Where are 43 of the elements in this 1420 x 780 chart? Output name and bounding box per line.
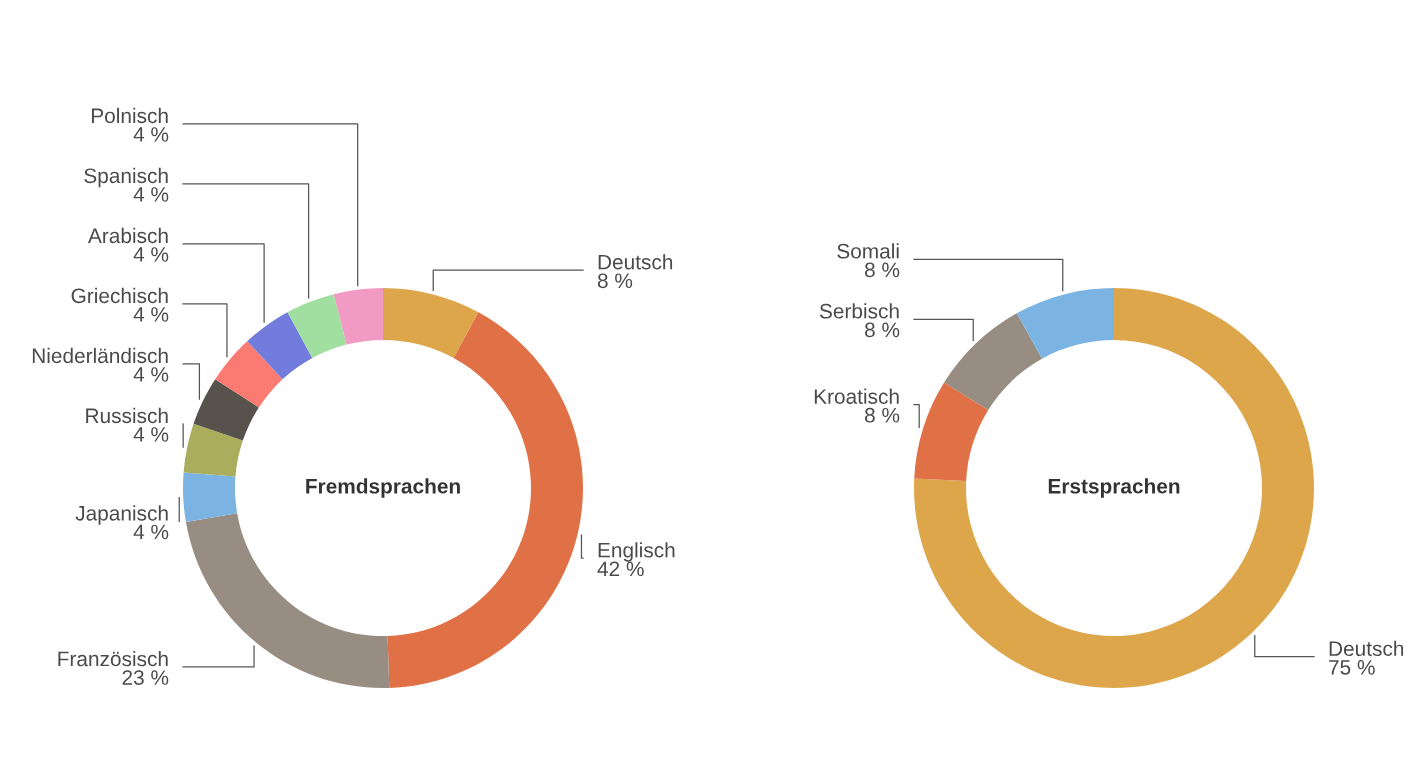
data-label: 42 % xyxy=(597,561,644,577)
slice-label: Deutsch xyxy=(1329,640,1404,657)
data-label: 8 % xyxy=(865,407,900,423)
donut-slice xyxy=(333,288,383,345)
slice-label: Griechisch xyxy=(71,287,168,304)
text: Erstsprachen xyxy=(1048,478,1180,498)
data-label: 8 % xyxy=(865,262,900,278)
slice-label: Deutsch xyxy=(598,254,673,270)
donut-slice xyxy=(1016,288,1114,359)
slice-label: Französisch xyxy=(58,650,168,667)
donut-slice xyxy=(914,288,1314,688)
data-label: 4 % xyxy=(133,187,169,202)
data-label: 4 % xyxy=(133,367,169,382)
text: Fremdsprachen xyxy=(306,478,460,498)
slice-label: Serbisch xyxy=(819,303,899,319)
slice-label: Polnisch xyxy=(91,107,168,124)
slice-label: Spanisch xyxy=(84,167,168,188)
donut-slice xyxy=(287,294,347,358)
donut-slice xyxy=(183,472,238,523)
slice-label: Englisch xyxy=(598,542,675,562)
data-label: 4 % xyxy=(133,427,169,442)
slice-label: Niederländisch xyxy=(32,347,168,364)
data-label: 75 % xyxy=(1329,660,1375,675)
slice-label: Japanisch xyxy=(75,505,168,525)
donut-slice xyxy=(215,341,283,408)
donut-slice xyxy=(185,513,390,688)
slice-label: Arabisch xyxy=(87,227,168,244)
data-label: 4 % xyxy=(133,127,169,142)
donut-slice xyxy=(193,379,259,441)
donut-slice xyxy=(183,423,243,477)
data-label: 8 % xyxy=(865,322,900,338)
slice-label: Somali xyxy=(837,243,899,259)
data-label: 23 % xyxy=(122,670,169,685)
slice-label: Russisch xyxy=(86,407,168,424)
data-label: 4 % xyxy=(133,307,169,322)
donut-slice xyxy=(944,313,1043,410)
donut-slice xyxy=(914,382,989,481)
data-label: 8 % xyxy=(597,273,633,289)
data-label: 4 % xyxy=(133,247,169,262)
donut-slice xyxy=(247,312,313,380)
data-label: 4 % xyxy=(133,524,169,540)
donut-slice xyxy=(383,288,479,358)
slice-label: Kroatisch xyxy=(814,388,899,404)
